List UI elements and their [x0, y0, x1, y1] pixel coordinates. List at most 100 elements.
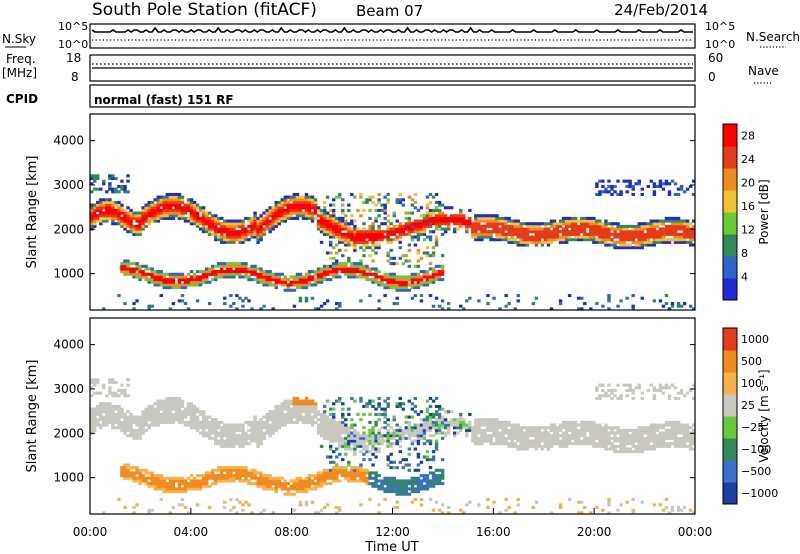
power-cell — [292, 203, 297, 207]
power-cell — [328, 267, 333, 271]
power-cell — [108, 203, 112, 207]
velocity-cell — [144, 471, 148, 475]
power-cell — [96, 203, 100, 207]
velocity-cell — [634, 386, 638, 390]
power-cell — [99, 203, 103, 207]
velocity-cell — [425, 407, 430, 411]
velocity-cell — [407, 468, 412, 472]
velocity-cell — [522, 439, 526, 443]
velocity-cell — [244, 471, 248, 475]
velocity-cell — [350, 442, 354, 446]
velocity-cell — [404, 463, 409, 467]
velocity-cell — [93, 420, 97, 424]
velocity-cell — [211, 420, 215, 424]
power-cell — [413, 243, 418, 247]
velocity-cell — [171, 418, 176, 422]
power-cell — [135, 272, 139, 276]
velocity-cell — [401, 428, 405, 432]
power-cell — [628, 238, 632, 242]
power-cell — [313, 200, 318, 204]
velocity-cell — [268, 428, 272, 432]
power-cell — [425, 246, 430, 250]
power-cell — [504, 222, 508, 226]
velocity-cell — [362, 442, 366, 446]
power-cell — [153, 208, 157, 212]
velocity-cell — [207, 434, 212, 438]
velocity-cell — [410, 434, 415, 438]
velocity-cell — [549, 434, 554, 438]
colorbar-segment — [723, 124, 737, 147]
velocity-cell — [192, 484, 197, 488]
velocity-cell — [105, 420, 109, 424]
velocity-cell — [108, 386, 112, 390]
power-cell — [595, 230, 599, 234]
velocity-cell — [180, 418, 185, 422]
power-cell — [159, 216, 163, 220]
nsearch-label: N.Search — [746, 30, 800, 44]
power-cell — [259, 214, 263, 218]
velocity-cell — [398, 460, 402, 464]
power-cell — [138, 219, 142, 223]
velocity-cell — [117, 418, 121, 422]
velocity-cell — [537, 442, 542, 446]
velocity-cell — [328, 444, 333, 448]
velocity-cell — [217, 439, 221, 443]
velocity-cell — [280, 423, 284, 427]
power-cell — [546, 230, 551, 234]
power-cell — [398, 278, 402, 282]
power-cell — [631, 307, 635, 311]
power-cell — [628, 184, 632, 189]
power-cell — [416, 230, 421, 234]
power-cell — [235, 232, 239, 236]
power-cell — [171, 302, 176, 306]
power-cell — [165, 198, 170, 202]
power-cell — [241, 227, 245, 231]
power-cell — [691, 238, 696, 242]
power-cell — [241, 238, 245, 242]
velocity-cell — [341, 423, 345, 427]
power-cell — [416, 283, 421, 287]
velocity-cell — [377, 439, 381, 443]
velocity-cell — [280, 402, 284, 406]
power-cell — [567, 219, 572, 223]
power-cell — [117, 208, 121, 212]
velocity-cell — [489, 420, 493, 424]
power-cell — [531, 227, 536, 231]
velocity-cell — [238, 426, 242, 430]
velocity-cell — [480, 428, 484, 432]
power-cell — [353, 248, 357, 252]
power-cell — [425, 254, 430, 258]
power-cell — [395, 200, 399, 204]
velocity-cell — [374, 450, 378, 454]
velocity-cell — [374, 484, 378, 488]
velocity-cell — [162, 410, 167, 414]
velocity-cell — [241, 444, 245, 448]
velocity-cell — [335, 479, 339, 483]
velocity-cell — [307, 484, 312, 488]
power-cell — [407, 264, 412, 268]
power-cell — [259, 235, 263, 239]
power-cell — [513, 224, 517, 228]
power-cell — [567, 235, 572, 239]
velocity-cell — [262, 484, 266, 488]
power-cell — [274, 272, 278, 276]
velocity-cell — [141, 431, 145, 435]
velocity-cell — [631, 508, 635, 512]
velocity-cell — [301, 420, 306, 424]
velocity-cell — [338, 399, 342, 403]
velocity-cell — [344, 436, 348, 440]
velocity-cell — [292, 396, 297, 400]
velocity-cell — [180, 412, 185, 416]
power-cell — [332, 267, 336, 271]
power-cell — [383, 283, 387, 287]
power-cell — [102, 216, 106, 220]
power-cell — [625, 230, 629, 234]
power-cell — [558, 302, 563, 306]
velocity-cell — [328, 436, 333, 440]
velocity-cell — [262, 508, 266, 512]
velocity-cell — [99, 426, 103, 430]
velocity-cell — [468, 500, 472, 504]
velocity-cell — [319, 444, 324, 448]
power-cell — [304, 280, 309, 284]
velocity-cell — [274, 487, 278, 491]
